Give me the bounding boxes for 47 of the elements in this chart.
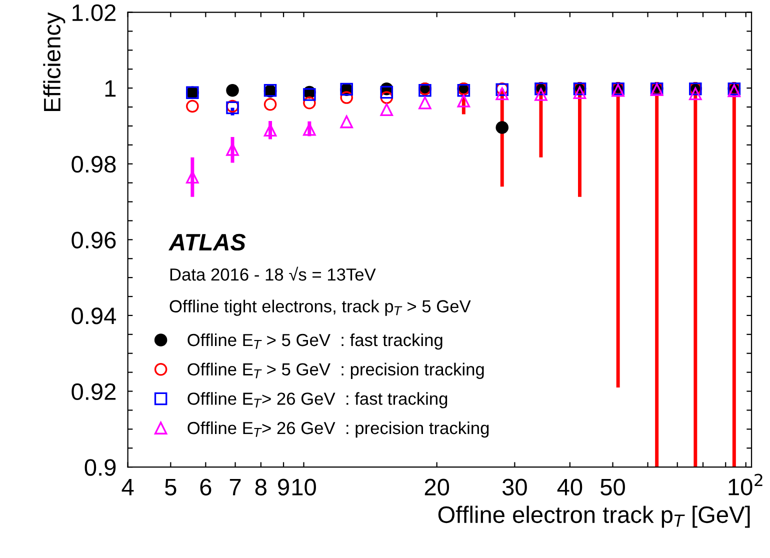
- legend-label: Offline E$_{T}$ > 5 GeV : precision tracking: [188, 362, 484, 379]
- point: [226, 84, 239, 97]
- x-tick-label: 4: [122, 479, 134, 496]
- x-axis-title: Offline electron track p$_{T}$ [GeV]: [438, 506, 750, 528]
- y-tick-label: 0.96: [72, 232, 116, 248]
- point: [340, 115, 353, 128]
- point: [496, 87, 509, 100]
- annotation: Data 2016 - 18 √s = 13TeV: [170, 266, 376, 281]
- x-tick-label: 7: [230, 479, 241, 496]
- point: [380, 103, 394, 116]
- y-tick-label: 1.02: [72, 4, 116, 22]
- x-tick-label: 10$^{2}$: [728, 474, 762, 496]
- legend-label: Offline E$_{T}$> 26 GeV : precision tracking: [188, 421, 489, 438]
- x-tick-label: 6: [200, 478, 212, 496]
- point: [573, 86, 586, 100]
- legend-label: Offline E$_{T}$ > 5 GeV : fast tracking: [188, 333, 442, 350]
- y-tick-label: 0.94: [72, 308, 116, 324]
- x-tick-label: 20: [424, 478, 450, 496]
- point: [303, 88, 316, 101]
- point: [380, 86, 394, 99]
- x-tick-label: 9: [278, 478, 289, 496]
- point: [534, 88, 548, 101]
- point: [340, 91, 353, 104]
- point: [303, 96, 316, 110]
- point: [264, 124, 277, 137]
- x-tick-label: 50: [600, 478, 625, 496]
- x-tick-label: 5: [165, 479, 176, 496]
- y-tick-label: 0.98: [72, 156, 116, 173]
- x-tick-label: 10: [292, 478, 316, 496]
- x-tick-label: 8: [255, 478, 266, 496]
- x-tick-label: 40: [557, 478, 582, 496]
- point: [689, 87, 702, 100]
- legend-label: Offline E$_{T}$> 26 GeV : fast tracking: [188, 392, 448, 408]
- point: [457, 94, 470, 108]
- annotation: ATLAS: [168, 234, 246, 251]
- y-axis-title: Efficiency: [43, 12, 66, 111]
- point: [186, 100, 199, 113]
- y-tick-label: 1: [105, 80, 116, 97]
- point: [264, 98, 277, 111]
- annotation: Offline tight electrons, track p$_{T}$ > 5 GeV: [170, 300, 471, 316]
- x-tick-label: 30: [502, 478, 527, 496]
- y-tick-label: 0.92: [72, 383, 116, 400]
- point: [418, 96, 432, 110]
- y-tick-label: 0.9: [84, 459, 116, 476]
- point: [496, 121, 509, 134]
- point: [186, 170, 199, 184]
- point: [380, 91, 394, 104]
